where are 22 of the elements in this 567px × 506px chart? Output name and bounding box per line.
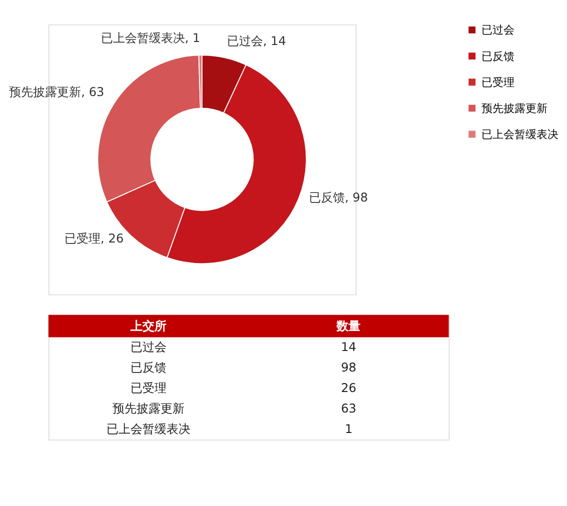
category-label: 已受理 — [130, 381, 166, 396]
category-label: 预先披露更新 — [112, 402, 184, 416]
category-label: 已反馈 — [130, 360, 166, 375]
legend-label: 已受理 — [481, 76, 514, 89]
data-label: 1 — [344, 422, 353, 436]
data-label: 98 — [340, 360, 356, 375]
legend-label: 已过会 — [481, 24, 514, 37]
category-label: 已上会暂缓表决 — [106, 422, 190, 436]
data-label: 已过会, 14 — [226, 34, 286, 48]
data-label: 预先披露更新, 63 — [9, 85, 104, 100]
legend-label: 已反馈 — [481, 50, 514, 63]
text: 上交所 — [130, 318, 166, 333]
data-label: 63 — [340, 402, 356, 416]
text: 数量 — [336, 318, 361, 333]
data-label: 已上会暂缓表决, 1 — [100, 31, 200, 46]
category-label: 已过会 — [130, 340, 166, 354]
legend-label: 已上会暂缓表决 — [481, 128, 558, 141]
data-label: 26 — [340, 381, 356, 396]
data-label: 14 — [340, 340, 357, 354]
data-label: 已反馈, 98 — [308, 190, 368, 204]
legend-label: 预先披露更新 — [481, 102, 548, 115]
data-label: 已受理, 26 — [64, 231, 124, 246]
